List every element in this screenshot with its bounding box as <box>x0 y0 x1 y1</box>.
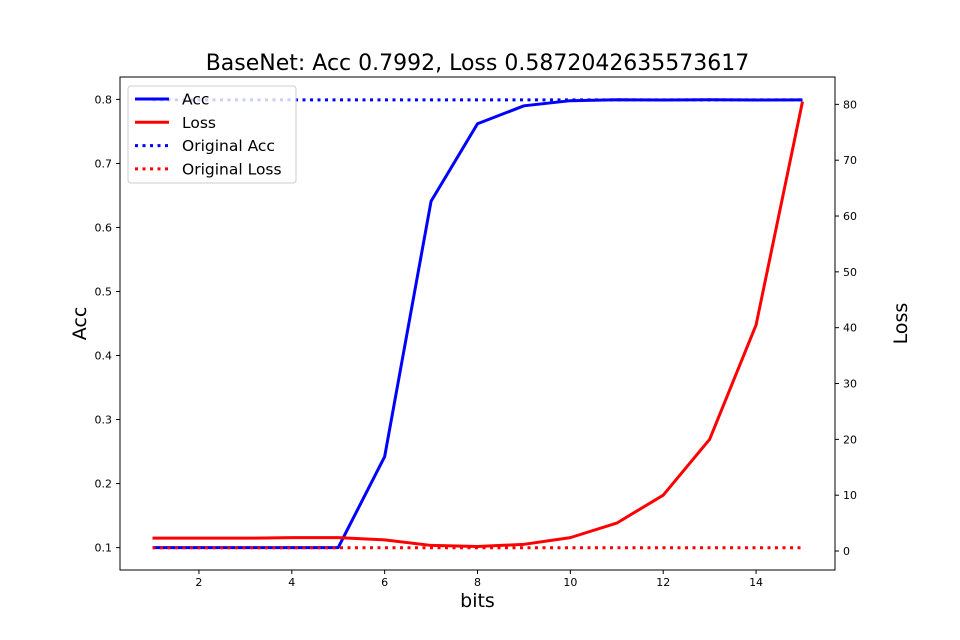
x-tick-label-4: 10 <box>563 576 577 589</box>
y-left-axis-label: Acc <box>69 307 91 341</box>
y-right-tick-label-0: 0 <box>843 545 850 558</box>
y-left-tick-label-7: 0.8 <box>95 93 113 106</box>
x-tick-label-2: 6 <box>381 576 388 589</box>
x-axis-label: bits <box>460 590 495 612</box>
legend: Acc Loss Original Acc Original Loss <box>127 85 297 184</box>
x-tick-label-3: 8 <box>474 576 481 589</box>
axes: 2 4 6 8 10 12 14 0.1 0.2 0.3 0.4 0.5 0.6 0.7 0.8 0 10 20 3… <box>95 93 858 589</box>
y-right-axis-label: Loss <box>890 303 912 345</box>
y-right-tick-label-8: 80 <box>843 98 857 111</box>
y-right-tick-label-4: 40 <box>843 322 857 335</box>
legend-box <box>127 85 297 184</box>
y-right-tick-label-5: 50 <box>843 266 857 279</box>
chart-title: BaseNet: Acc 0.7992, Loss 0.587204263557… <box>206 51 750 76</box>
y-left-tick-label-2: 0.3 <box>95 414 113 427</box>
y-right-tick-label-1: 10 <box>843 489 857 502</box>
legend-label-1: Loss <box>182 114 216 132</box>
legend-label-3: Original Loss <box>182 160 282 178</box>
y-right-tick-label-7: 70 <box>843 154 857 167</box>
y-right-tick-label-3: 30 <box>843 378 857 391</box>
y-left-tick-label-5: 0.6 <box>95 221 113 234</box>
series-lines <box>152 98 804 550</box>
y-left-tick-label-4: 0.5 <box>95 285 113 298</box>
y-left-tick-label-3: 0.4 <box>95 350 113 363</box>
x-tick-label-6: 14 <box>749 576 763 589</box>
y-left-tick-label-6: 0.7 <box>95 157 113 170</box>
x-tick-label-0: 2 <box>195 576 202 589</box>
x-tick-label-1: 4 <box>288 576 295 589</box>
x-tick-label-5: 12 <box>656 576 670 589</box>
y-left-tick-label-1: 0.2 <box>95 478 113 491</box>
legend-label-0: Acc <box>182 91 209 109</box>
legend-label-2: Original Acc <box>182 137 275 155</box>
y-right-tick-label-2: 20 <box>843 433 857 446</box>
y-right-tick-label-6: 60 <box>843 210 857 223</box>
y-left-tick-label-0: 0.1 <box>95 542 113 555</box>
